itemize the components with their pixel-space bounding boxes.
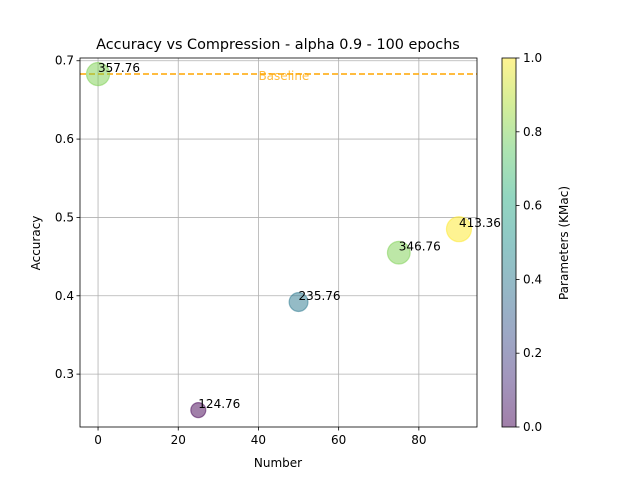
y-tick-label: 0.3 <box>55 367 74 381</box>
y-tick-label: 0.5 <box>55 210 74 224</box>
y-tick-label: 0.4 <box>55 289 74 303</box>
scatter-points <box>85 61 473 419</box>
scatter-point <box>386 240 411 265</box>
colorbar-tick-label: 0.8 <box>523 125 542 139</box>
colorbar-frame <box>501 57 517 428</box>
point-label: 235.76 <box>299 289 341 303</box>
point-label: 346.76 <box>399 240 441 254</box>
plot-frame-rect <box>79 57 478 428</box>
x-tick-label: 40 <box>251 433 266 447</box>
y-tick-label: 0.7 <box>55 54 74 68</box>
x-axis: 0 20 40 60 80 <box>94 427 426 447</box>
scatter-point <box>445 216 473 243</box>
colorbar-gradient <box>502 58 516 427</box>
y-tick-label: 0.6 <box>55 132 74 146</box>
grid-lines <box>80 58 477 427</box>
baseline-layer: Baseline <box>80 69 477 83</box>
y-axis-label: Accuracy <box>29 216 43 271</box>
colorbar-tick-label: 0.2 <box>523 346 542 360</box>
colorbar-tick-label: 0.4 <box>523 272 542 286</box>
baseline-label: Baseline <box>258 69 309 83</box>
x-tick-label: 20 <box>171 433 186 447</box>
colorbar-tick-label: 0.0 <box>523 420 542 434</box>
colorbar-tick-label: 0.6 <box>523 199 542 213</box>
point-label: 357.76 <box>98 61 140 75</box>
x-tick-label: 80 <box>411 433 426 447</box>
colorbar-label: Parameters (KMac) <box>557 186 571 300</box>
plot-frame <box>79 57 478 428</box>
point-label: 413.36 <box>459 216 501 230</box>
scatter-point <box>85 61 111 87</box>
scatter-point <box>190 402 207 419</box>
colorbar-tick-label: 1.0 <box>523 51 542 65</box>
point-label: 124.76 <box>198 397 240 411</box>
scatter-point <box>288 292 309 313</box>
colorbar: 0.0 0.2 0.4 0.6 0.8 1.0 <box>501 51 542 434</box>
x-axis-label: Number <box>254 456 302 470</box>
y-axis: 0.3 0.4 0.5 0.6 0.7 <box>55 54 80 381</box>
x-tick-label: 0 <box>94 433 102 447</box>
chart-title: Accuracy vs Compression - alpha 0.9 - 10… <box>96 37 460 53</box>
x-tick-label: 60 <box>331 433 346 447</box>
point-labels: 357.76 124.76 235.76 346.76 413.36 <box>98 61 501 411</box>
